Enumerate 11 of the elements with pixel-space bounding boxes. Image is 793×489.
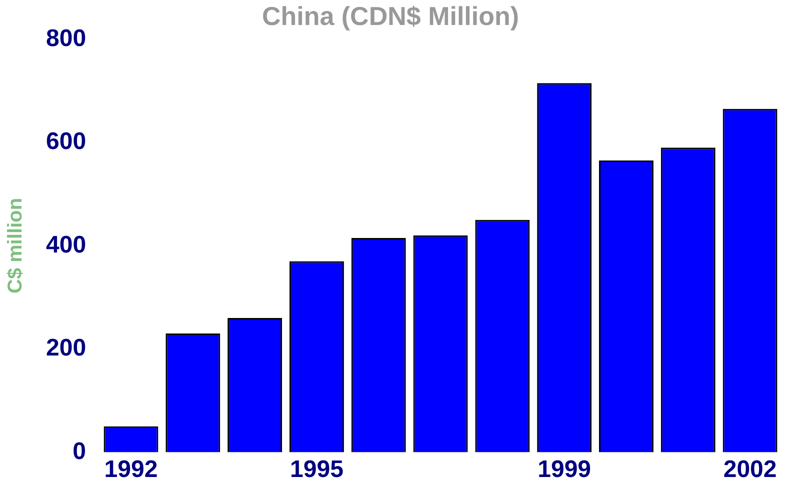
x-tick-label: 1999	[538, 456, 592, 484]
x-tick-label: 1995	[290, 456, 344, 484]
y-tick-label: 600	[46, 128, 86, 156]
chart-title: China (CDN$ Million)	[262, 0, 520, 31]
y-axis-title: C$ million	[4, 198, 27, 294]
y-tick-label: 200	[46, 334, 86, 362]
y-tick-label: 0	[72, 438, 86, 465]
y-tick-label: 800	[46, 24, 86, 52]
x-tick-label: 1992	[104, 456, 158, 484]
y-tick-label: 400	[46, 231, 86, 258]
x-tick-label: 2002	[723, 456, 777, 484]
